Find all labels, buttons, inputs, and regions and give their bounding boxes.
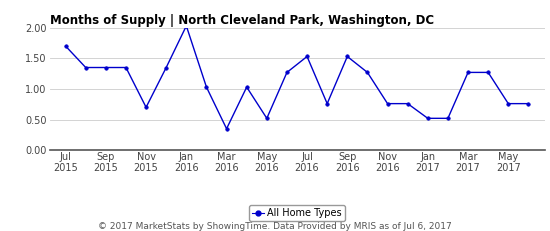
Text: Months of Supply | North Cleveland Park, Washington, DC: Months of Supply | North Cleveland Park,… <box>50 14 433 27</box>
Text: © 2017 MarketStats by ShowingTime. Data Provided by MRIS as of Jul 6, 2017: © 2017 MarketStats by ShowingTime. Data … <box>98 222 452 231</box>
Legend: All Home Types: All Home Types <box>249 205 345 221</box>
